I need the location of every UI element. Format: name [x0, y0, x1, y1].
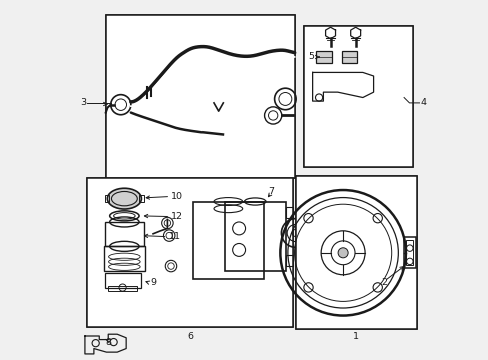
- Ellipse shape: [107, 188, 141, 209]
- Bar: [106, 15, 294, 178]
- Bar: [303, 26, 412, 167]
- Bar: [296, 176, 416, 329]
- Bar: [303, 26, 412, 167]
- Bar: [224, 202, 285, 271]
- Text: 6: 6: [186, 332, 193, 341]
- Bar: [139, 195, 143, 202]
- Bar: [316, 50, 331, 63]
- Text: 8: 8: [105, 338, 111, 347]
- Bar: [86, 178, 292, 327]
- Bar: [296, 176, 416, 329]
- Bar: [104, 273, 140, 288]
- Text: 2: 2: [381, 278, 386, 287]
- Bar: [105, 195, 109, 202]
- Circle shape: [337, 248, 347, 258]
- Bar: [405, 240, 412, 265]
- Bar: [106, 15, 294, 178]
- Bar: [285, 207, 292, 218]
- Bar: [86, 178, 292, 327]
- Text: 11: 11: [168, 232, 180, 241]
- Text: 12: 12: [171, 212, 183, 221]
- Bar: [103, 246, 145, 271]
- Text: 3: 3: [80, 98, 86, 107]
- Bar: [403, 237, 415, 268]
- Bar: [285, 255, 292, 266]
- Text: 9: 9: [150, 278, 156, 287]
- Bar: [104, 222, 144, 246]
- Text: 5: 5: [308, 53, 314, 62]
- Text: 4: 4: [419, 98, 426, 107]
- Bar: [192, 202, 264, 279]
- Bar: [108, 286, 137, 291]
- Bar: [86, 178, 292, 327]
- Text: 1: 1: [353, 332, 359, 341]
- Bar: [106, 15, 294, 178]
- Text: 10: 10: [171, 192, 183, 201]
- Bar: [341, 50, 357, 63]
- Bar: [303, 26, 412, 167]
- Bar: [296, 176, 416, 329]
- Text: 7: 7: [268, 187, 274, 196]
